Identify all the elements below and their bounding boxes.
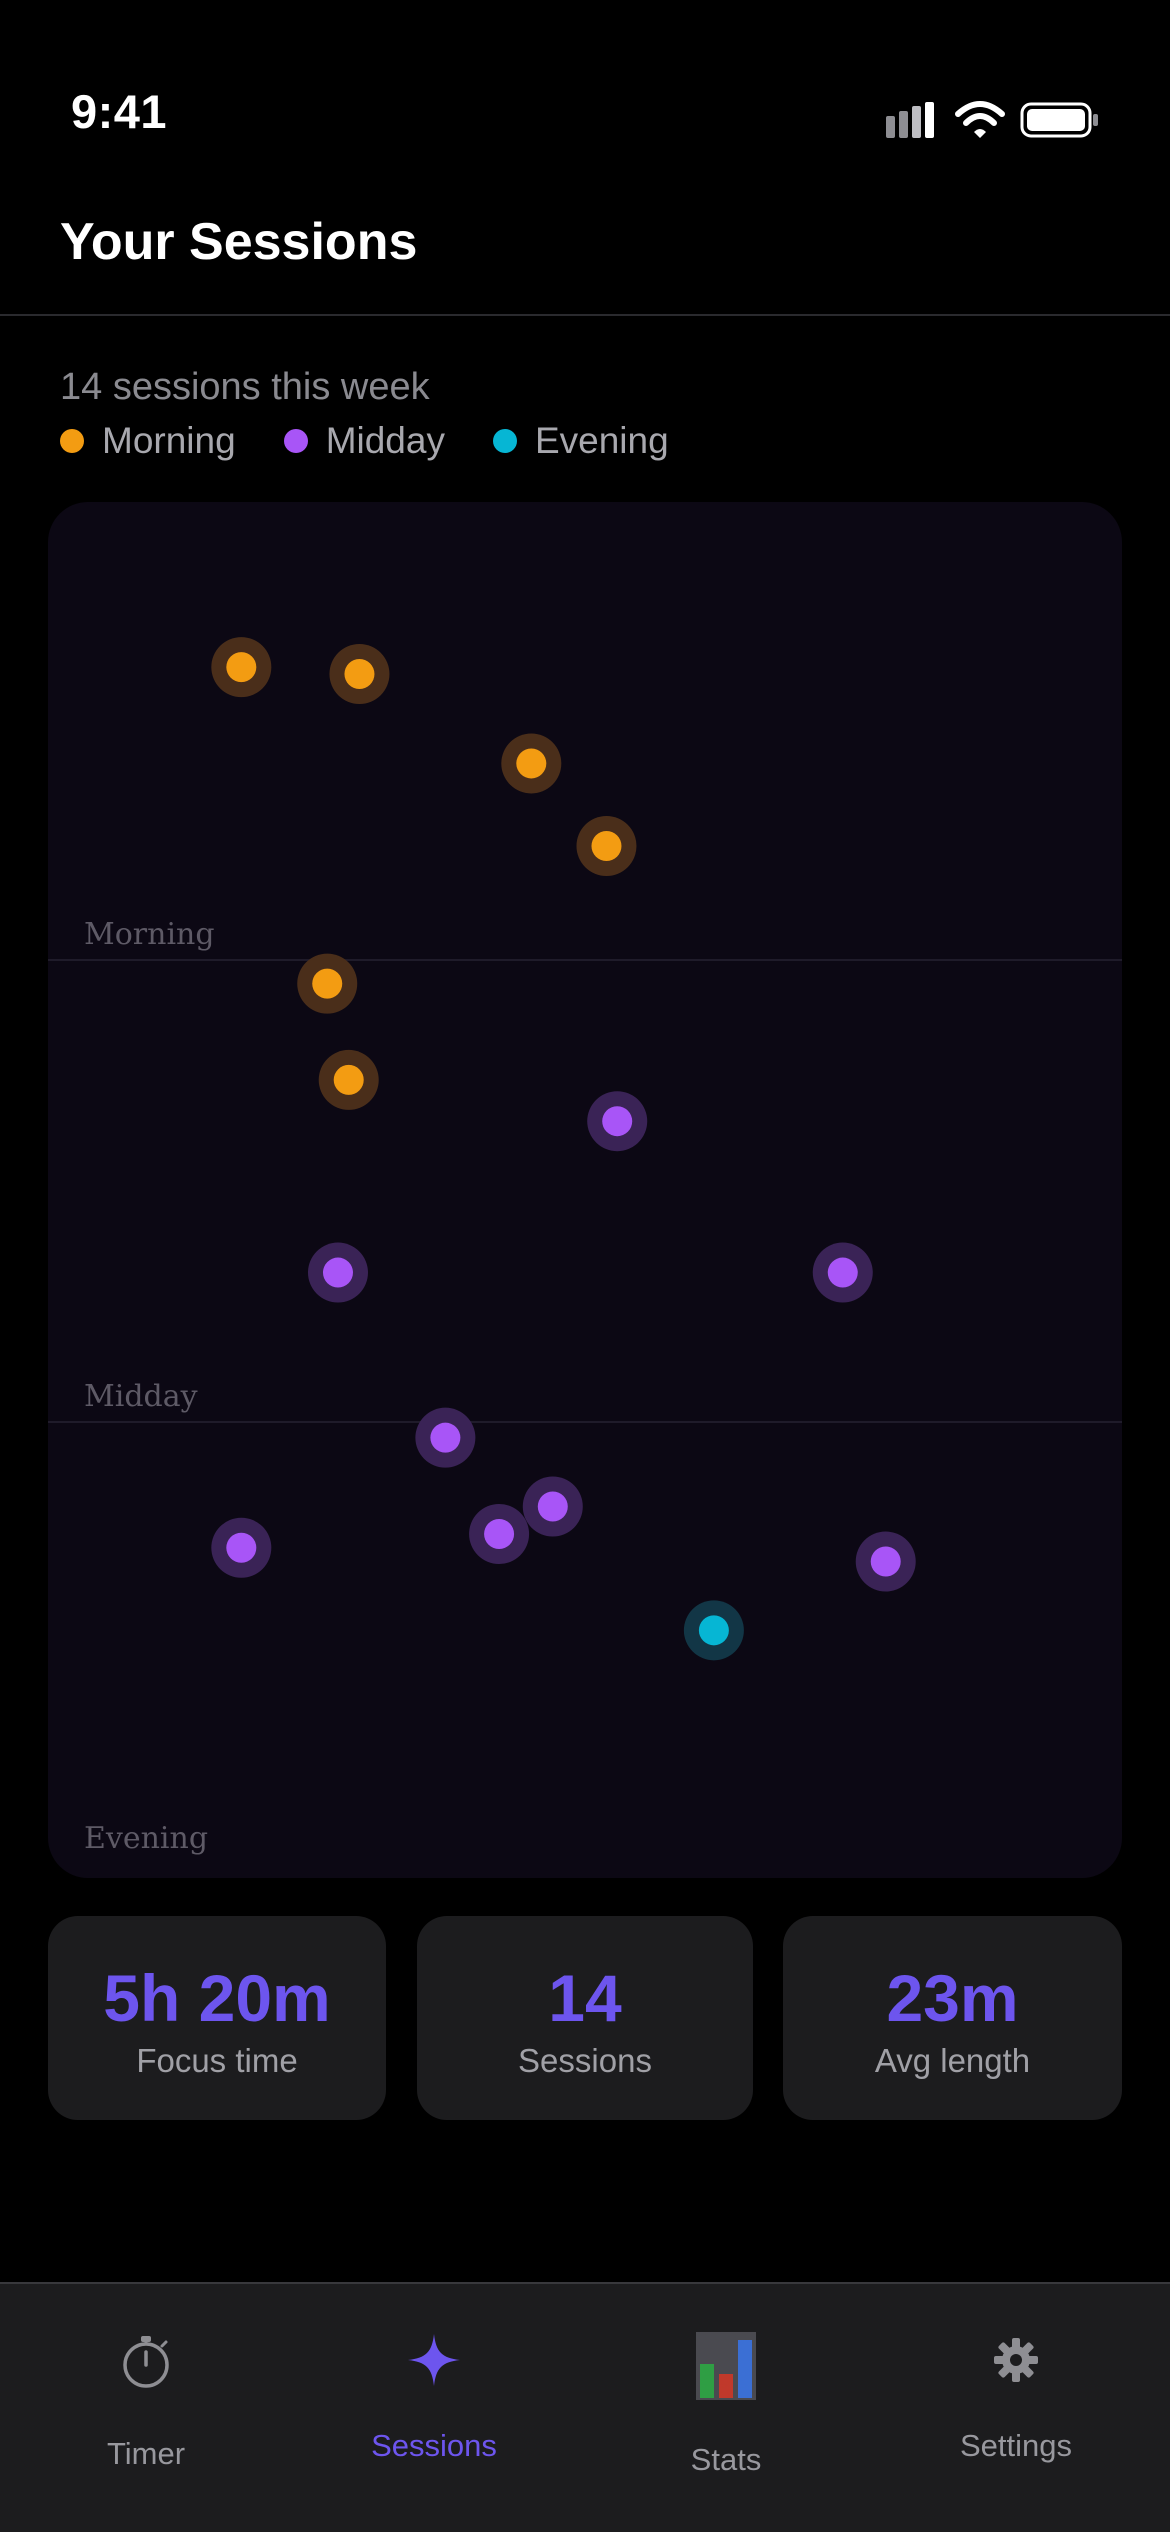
session-point-midday[interactable] (855, 1531, 916, 1592)
session-point-dot (516, 748, 547, 779)
chart-legend: Morning Midday Evening (60, 420, 717, 462)
legend-label-morning: Morning (102, 420, 236, 461)
session-chart: Morning Midday Evening (48, 502, 1122, 1878)
stat-label-avg-length: Avg length (874, 2042, 1031, 2079)
wifi-icon (955, 101, 1005, 138)
legend-item-midday: Midday (283, 420, 445, 462)
stat-card-sessions: 14 Sessions (417, 1916, 753, 2120)
tab-stats[interactable]: Stats (580, 2284, 872, 2532)
session-point-evening[interactable] (683, 1600, 744, 1661)
tab-label-stats: Stats (690, 2442, 762, 2477)
session-point-morning[interactable] (297, 953, 358, 1014)
stat-label-focus-time: Focus time (136, 2042, 298, 2079)
session-point-morning[interactable] (501, 733, 562, 794)
session-point-dot (870, 1546, 901, 1577)
bar-chart-icon (696, 2332, 756, 2400)
session-point-dot (827, 1257, 858, 1288)
session-point-midday[interactable] (307, 1242, 368, 1303)
session-point-midday[interactable] (587, 1091, 648, 1152)
legend-label-midday: Midday (325, 420, 445, 461)
cellular-signal-icon (886, 102, 934, 138)
stat-label-sessions: Sessions (518, 2042, 652, 2079)
band-label-midday: Midday (84, 1379, 198, 1414)
battery-icon (1020, 102, 1098, 138)
legend-item-evening: Evening (492, 420, 669, 462)
sparkle-icon (408, 2334, 460, 2386)
stopwatch-icon (123, 2336, 169, 2388)
stat-value-sessions: 14 (548, 1961, 622, 2035)
session-point-dot (591, 831, 622, 861)
legend-dot-midday (283, 429, 308, 453)
band-label-morning: Morning (84, 917, 215, 952)
stat-card-focus-time: 5h 20m Focus time (48, 1916, 386, 2120)
session-point-midday[interactable] (812, 1242, 873, 1303)
session-point-midday[interactable] (469, 1504, 530, 1564)
session-point-dot (312, 968, 343, 999)
legend-label-evening: Evening (534, 420, 669, 461)
session-point-dot (537, 1491, 568, 1522)
band-label-evening: Evening (84, 1821, 208, 1856)
header: Your Sessions (0, 170, 1170, 316)
legend-item-morning: Morning (60, 420, 236, 462)
session-points (211, 637, 916, 1661)
session-point-morning[interactable] (211, 637, 272, 698)
session-chart-plot: Morning Midday Evening (48, 637, 1122, 1856)
legend-dot-morning (60, 429, 84, 453)
gear-icon (994, 2338, 1038, 2382)
session-point-dot (333, 1064, 364, 1095)
stat-value-focus-time: 5h 20m (103, 1961, 331, 2035)
session-point-dot (226, 652, 257, 683)
session-point-morning[interactable] (576, 816, 637, 876)
status-bar: 9:41 (0, 0, 1170, 170)
status-time: 9:41 (71, 85, 168, 138)
session-point-dot (322, 1257, 353, 1288)
tab-label-settings: Settings (959, 2428, 1072, 2463)
session-point-morning[interactable] (329, 644, 390, 704)
stat-value-avg-length: 23m (886, 1961, 1019, 2035)
page-title: Your Sessions (60, 213, 418, 271)
session-point-midday[interactable] (211, 1517, 272, 1578)
session-point-midday[interactable] (522, 1476, 583, 1537)
session-point-dot (430, 1422, 461, 1453)
tab-bar: Timer Sessions Stats Settings (0, 2282, 1170, 2532)
tab-label-timer: Timer (106, 2436, 186, 2471)
tab-label-sessions: Sessions (371, 2428, 497, 2463)
session-point-dot (602, 1106, 633, 1137)
tab-sessions[interactable]: Sessions (288, 2284, 580, 2532)
tab-timer[interactable]: Timer (0, 2284, 292, 2532)
legend-dot-evening (492, 429, 517, 453)
session-point-dot (344, 659, 375, 689)
stat-card-avg-length: 23m Avg length (783, 1916, 1122, 2120)
session-point-dot (226, 1532, 257, 1563)
session-point-morning[interactable] (318, 1049, 379, 1110)
sessions-summary: 14 sessions this week (60, 366, 430, 408)
session-point-midday[interactable] (415, 1407, 476, 1468)
tab-settings[interactable]: Settings (870, 2284, 1162, 2532)
session-point-dot (484, 1519, 515, 1549)
session-point-dot (698, 1615, 729, 1646)
